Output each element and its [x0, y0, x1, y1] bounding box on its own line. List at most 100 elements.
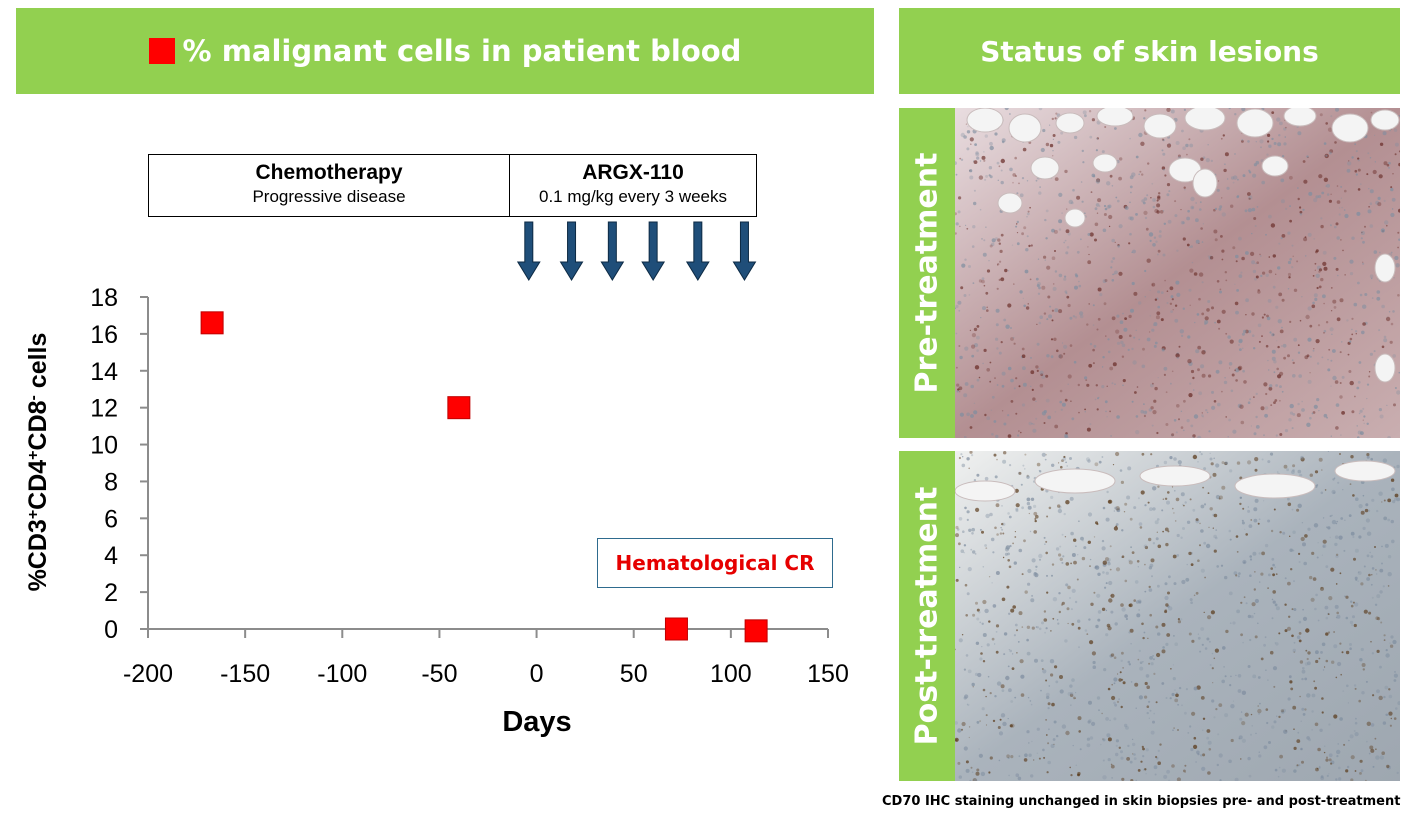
cell-dot — [1041, 285, 1046, 290]
cell-dot — [1277, 266, 1281, 270]
cell-dot — [1330, 115, 1333, 118]
cell-dot — [1054, 411, 1057, 413]
cell-dot — [1172, 507, 1174, 510]
cell-dot — [961, 721, 966, 727]
cell-dot — [1082, 110, 1087, 115]
cell-dot — [1274, 399, 1278, 402]
cell-dot — [1106, 733, 1111, 738]
cell-dot — [1098, 205, 1101, 207]
cell-dot — [1024, 753, 1028, 757]
cell-dot — [1264, 413, 1268, 418]
cell-dot — [1121, 555, 1125, 558]
cell-dot — [1248, 195, 1253, 200]
cell-dot — [1317, 542, 1319, 544]
cell-dot — [1265, 233, 1267, 236]
cell-dot — [1251, 232, 1253, 235]
cell-dot — [968, 265, 971, 268]
cell-dot — [1058, 610, 1061, 614]
cell-dot — [1369, 202, 1373, 205]
cell-dot — [1360, 237, 1363, 240]
cell-dot — [1171, 298, 1174, 301]
cell-dot — [1211, 306, 1214, 310]
cell-dot — [1362, 262, 1365, 265]
cell-dot — [975, 507, 980, 512]
cell-dot — [1175, 280, 1180, 285]
cell-dot — [1003, 451, 1007, 455]
cell-dot — [1012, 605, 1016, 609]
cell-dot — [1289, 411, 1294, 415]
cell-dot — [973, 201, 977, 206]
cell-dot — [1163, 373, 1166, 376]
cell-dot — [965, 654, 969, 657]
cell-dot — [1173, 512, 1175, 514]
cell-dot — [1354, 721, 1358, 725]
cell-dot — [1166, 193, 1170, 197]
cell-dot — [1200, 627, 1205, 631]
cell-dot — [1018, 755, 1021, 758]
cell-dot — [1235, 310, 1239, 315]
fat-cell — [1261, 155, 1289, 177]
cell-dot — [1144, 216, 1148, 220]
cell-dot — [969, 137, 974, 142]
cell-dot — [973, 778, 978, 781]
cell-dot — [1293, 288, 1298, 292]
cell-dot — [1021, 232, 1024, 236]
cell-dot — [1257, 705, 1259, 707]
cell-dot — [1287, 260, 1292, 265]
cell-dot — [1219, 779, 1222, 781]
cell-dot — [1390, 519, 1394, 524]
cell-dot — [1383, 199, 1386, 202]
cell-dot — [1216, 763, 1219, 767]
cell-dot — [1061, 402, 1066, 407]
cell-dot — [1016, 242, 1020, 246]
cell-dot — [1007, 718, 1009, 720]
cell-dot — [1385, 653, 1390, 658]
cell-dot — [1372, 765, 1375, 768]
cell-dot — [1128, 631, 1131, 634]
cell-dot — [1141, 173, 1144, 176]
cell-dot — [1212, 472, 1217, 477]
cell-dot — [1157, 377, 1159, 379]
cell-dot — [957, 761, 961, 765]
cell-dot — [1383, 161, 1388, 166]
cell-dot — [1258, 518, 1261, 521]
cell-dot — [1381, 751, 1385, 755]
cell-dot — [1070, 531, 1074, 536]
cell-dot — [1366, 398, 1368, 400]
cell-dot — [1064, 169, 1068, 174]
cell-dot — [1140, 141, 1145, 146]
cell-dot — [1333, 306, 1337, 309]
cell-dot — [1273, 360, 1277, 364]
cell-dot — [1394, 153, 1397, 156]
cell-dot — [1297, 731, 1300, 734]
cell-dot — [1075, 692, 1077, 694]
cell-dot — [1304, 355, 1309, 360]
cell-dot — [1005, 675, 1010, 681]
cell-dot — [1240, 601, 1243, 604]
cell-dot — [1224, 152, 1229, 157]
cell-dot — [1308, 191, 1313, 196]
cell-dot — [1255, 262, 1257, 265]
cell-dot — [1332, 299, 1337, 304]
cell-dot — [1221, 485, 1226, 490]
cell-dot — [1036, 752, 1039, 754]
cell-dot — [1309, 473, 1313, 477]
cell-dot — [1105, 410, 1107, 413]
cell-dot — [1105, 633, 1109, 637]
cell-dot — [1398, 238, 1400, 241]
cell-dot — [1293, 769, 1297, 773]
cell-dot — [988, 260, 990, 262]
cell-dot — [1023, 539, 1026, 543]
cell-dot — [1313, 238, 1315, 240]
cell-dot — [1299, 319, 1302, 322]
cell-dot — [1398, 162, 1400, 167]
cell-dot — [1142, 636, 1145, 640]
cell-dot — [1207, 740, 1212, 745]
cell-dot — [978, 376, 981, 379]
cell-dot — [1373, 350, 1376, 353]
cell-dot — [1180, 618, 1183, 621]
cell-dot — [1070, 400, 1072, 403]
cell-dot — [1195, 591, 1199, 595]
cell-dot — [1371, 567, 1375, 570]
cell-dot — [1318, 766, 1321, 769]
